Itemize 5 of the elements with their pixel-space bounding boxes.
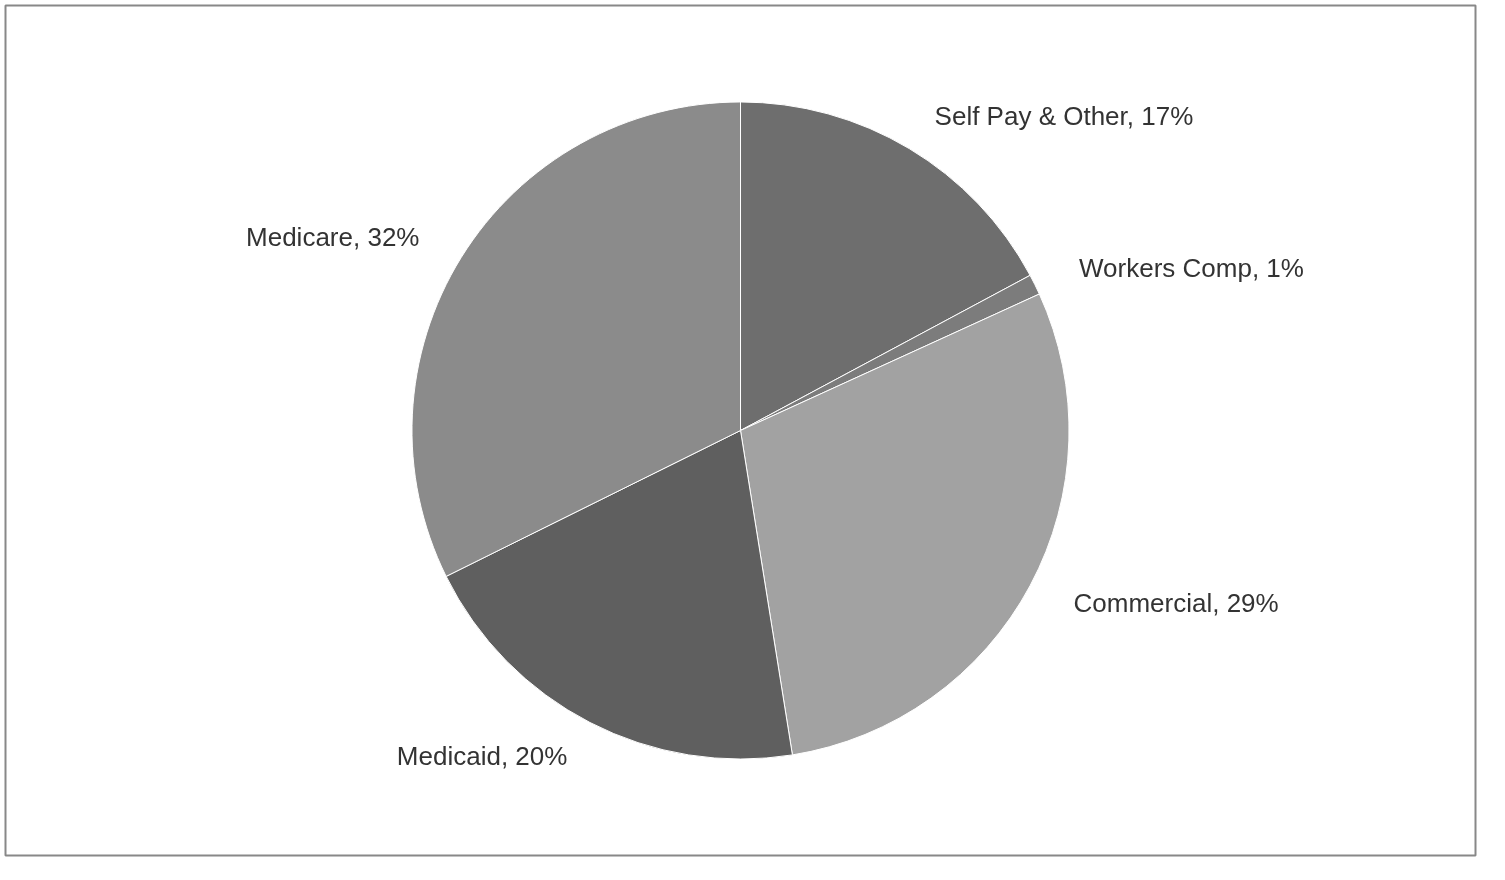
- slice-label: Medicare, 32%: [246, 222, 420, 253]
- slice-label: Medicaid, 20%: [396, 740, 568, 771]
- slice-label: Self Pay & Other, 17%: [934, 101, 1194, 132]
- slice-label: Commercial, 29%: [1073, 588, 1279, 619]
- slice-label: Workers Comp, 1%: [1079, 252, 1304, 283]
